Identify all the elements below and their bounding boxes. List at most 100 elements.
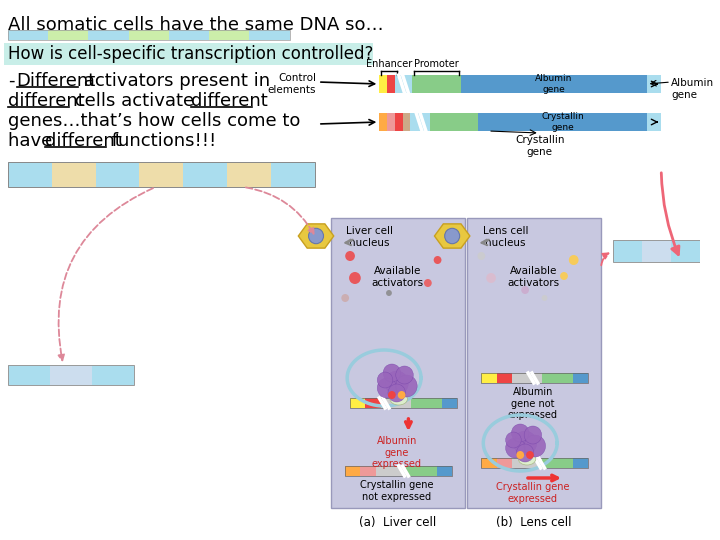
Circle shape bbox=[560, 272, 568, 280]
Bar bbox=[210, 30, 250, 40]
Bar bbox=[8, 162, 52, 187]
Bar bbox=[413, 75, 461, 93]
Text: Control
elements: Control elements bbox=[268, 73, 316, 95]
Bar bbox=[482, 373, 588, 383]
Bar bbox=[184, 162, 228, 187]
Bar bbox=[478, 113, 647, 131]
Text: activators present in: activators present in bbox=[78, 72, 270, 90]
Text: Different: Different bbox=[17, 72, 96, 90]
Circle shape bbox=[511, 424, 529, 442]
Circle shape bbox=[445, 228, 459, 244]
Circle shape bbox=[521, 286, 529, 294]
Bar bbox=[497, 458, 512, 468]
Bar bbox=[497, 373, 512, 383]
Bar bbox=[411, 398, 426, 408]
Circle shape bbox=[349, 272, 361, 284]
Bar bbox=[542, 373, 558, 383]
Text: have: have bbox=[8, 132, 58, 150]
Circle shape bbox=[516, 451, 524, 459]
Circle shape bbox=[345, 251, 355, 261]
Bar bbox=[558, 458, 573, 468]
Bar bbox=[350, 398, 457, 408]
Circle shape bbox=[397, 391, 405, 399]
Text: Promoter: Promoter bbox=[414, 59, 459, 69]
Circle shape bbox=[388, 391, 396, 399]
Bar bbox=[512, 458, 527, 468]
Bar bbox=[379, 113, 661, 131]
Bar bbox=[402, 113, 410, 131]
Bar bbox=[512, 373, 527, 383]
Bar bbox=[395, 113, 402, 131]
Bar bbox=[361, 466, 376, 476]
Bar bbox=[379, 75, 661, 93]
Text: different: different bbox=[191, 92, 267, 110]
Text: Crystallin
gene: Crystallin gene bbox=[515, 135, 564, 157]
Bar bbox=[129, 30, 169, 40]
Bar bbox=[4, 43, 374, 65]
Bar bbox=[542, 458, 558, 468]
Bar bbox=[169, 30, 210, 40]
Bar bbox=[442, 398, 457, 408]
Bar bbox=[387, 113, 395, 131]
Bar bbox=[527, 458, 542, 468]
Circle shape bbox=[513, 431, 537, 455]
Circle shape bbox=[341, 294, 349, 302]
Bar bbox=[426, 398, 442, 408]
Bar bbox=[573, 458, 588, 468]
Bar bbox=[52, 162, 96, 187]
Circle shape bbox=[386, 290, 392, 296]
FancyArrowPatch shape bbox=[661, 173, 679, 254]
Bar bbox=[8, 30, 48, 40]
Text: Albumin
gene not
expressed: Albumin gene not expressed bbox=[508, 387, 558, 420]
Text: different: different bbox=[8, 92, 84, 110]
Circle shape bbox=[377, 372, 393, 388]
Circle shape bbox=[569, 255, 579, 265]
Polygon shape bbox=[434, 224, 470, 248]
Circle shape bbox=[505, 432, 521, 448]
Bar bbox=[467, 218, 601, 508]
Circle shape bbox=[388, 384, 405, 402]
Bar bbox=[482, 373, 497, 383]
Circle shape bbox=[541, 295, 547, 301]
FancyArrowPatch shape bbox=[246, 187, 314, 234]
Bar bbox=[437, 466, 452, 476]
Bar bbox=[365, 398, 381, 408]
Bar bbox=[482, 458, 588, 468]
Text: Liver cell
nucleus: Liver cell nucleus bbox=[346, 226, 393, 248]
Bar bbox=[50, 365, 92, 385]
Text: (a)  Liver cell: (a) Liver cell bbox=[359, 516, 436, 529]
FancyArrowPatch shape bbox=[601, 253, 608, 265]
Bar bbox=[376, 466, 391, 476]
Text: cells activate: cells activate bbox=[69, 92, 200, 110]
Bar bbox=[573, 373, 588, 383]
Bar bbox=[92, 365, 134, 385]
Ellipse shape bbox=[390, 393, 408, 405]
Bar bbox=[482, 458, 497, 468]
Circle shape bbox=[424, 279, 432, 287]
Bar bbox=[406, 466, 422, 476]
Bar bbox=[96, 162, 140, 187]
Circle shape bbox=[383, 364, 400, 382]
Bar bbox=[8, 365, 50, 385]
Text: Albumin
gene: Albumin gene bbox=[535, 75, 572, 94]
Bar bbox=[271, 162, 315, 187]
Text: Lens cell
nucleus: Lens cell nucleus bbox=[483, 226, 528, 248]
Bar bbox=[330, 218, 465, 508]
Bar bbox=[8, 162, 315, 187]
Text: Crystallin
gene: Crystallin gene bbox=[541, 112, 584, 132]
Circle shape bbox=[377, 378, 397, 398]
Bar bbox=[379, 75, 387, 93]
Bar bbox=[671, 240, 700, 262]
Circle shape bbox=[433, 256, 441, 264]
Text: Enhancer: Enhancer bbox=[366, 59, 412, 69]
Text: different: different bbox=[45, 132, 122, 150]
Text: functions!!!: functions!!! bbox=[106, 132, 216, 150]
Bar bbox=[228, 162, 271, 187]
Bar bbox=[89, 30, 129, 40]
Bar bbox=[396, 398, 411, 408]
Circle shape bbox=[516, 444, 534, 462]
Ellipse shape bbox=[518, 453, 536, 465]
Bar bbox=[642, 240, 671, 262]
Bar bbox=[345, 466, 361, 476]
Circle shape bbox=[396, 366, 413, 384]
